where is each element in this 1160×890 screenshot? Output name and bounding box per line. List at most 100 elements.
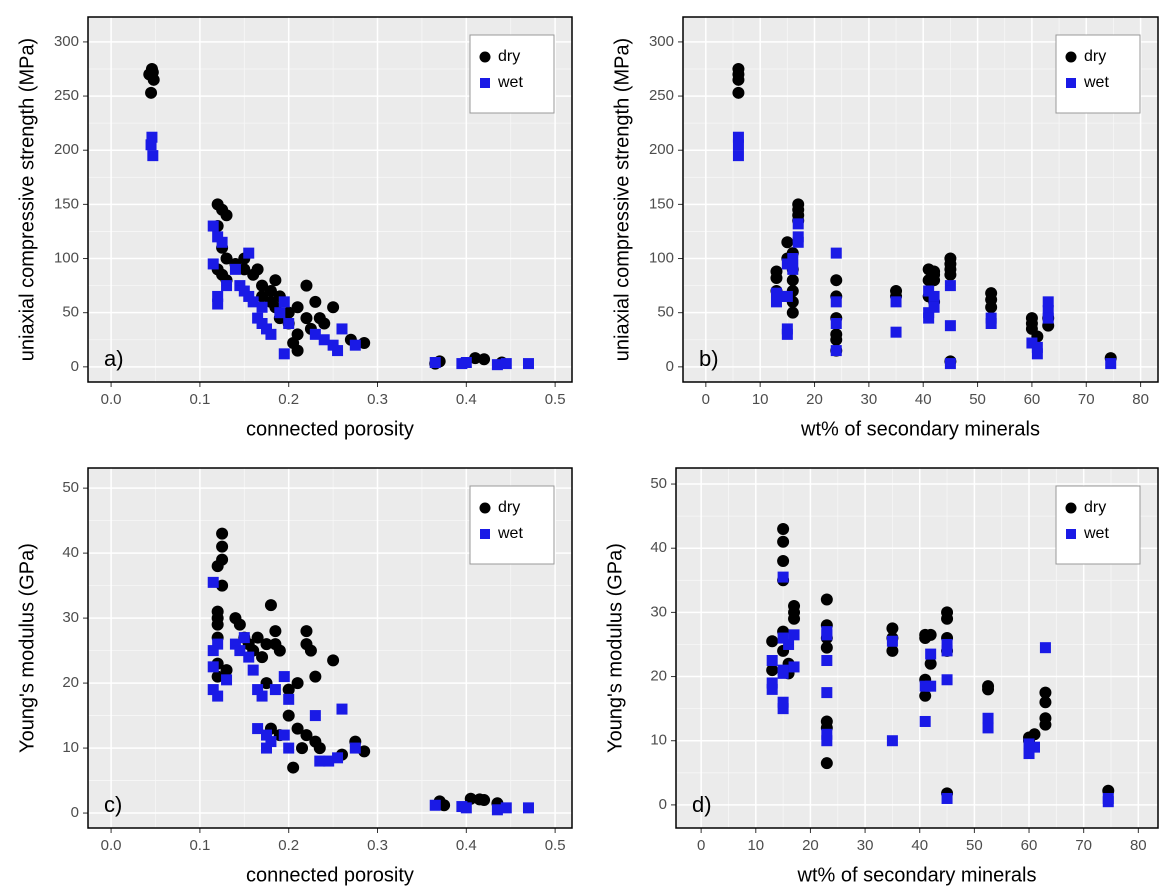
x-tick-label: 20 [802,837,819,854]
point [1039,642,1051,654]
point [1028,741,1040,753]
y-tick-label: 150 [54,195,79,212]
x-tick-label: 0.4 [456,391,477,408]
point [464,792,477,805]
point [278,296,290,308]
point [278,729,290,741]
point [251,263,264,276]
point [941,674,953,686]
point [766,664,779,677]
point [928,274,941,287]
x-tick-label: 0.2 [278,837,299,854]
point [830,333,843,346]
point [283,318,295,330]
point [147,73,160,86]
point [327,654,340,667]
point [1031,348,1043,360]
point [207,576,219,588]
point [291,301,304,314]
point [821,735,833,747]
y-tick-label: 40 [650,539,667,556]
point [265,328,277,340]
point [260,638,273,651]
point [985,318,997,330]
point [216,236,228,248]
x-tick-label: 0.3 [367,391,388,408]
point [830,274,843,287]
point [781,290,793,302]
point [732,131,744,143]
point [349,339,361,351]
point [985,301,998,314]
point [260,677,273,690]
point [787,253,799,265]
x-axis-title: wt% of secondary minerals [800,418,1040,440]
point [282,683,295,696]
point [234,645,246,657]
point [821,655,833,667]
point [300,729,313,742]
point [830,318,842,330]
legend-marker [1065,51,1077,63]
point [220,252,233,265]
point [252,723,264,735]
legend-box [1055,485,1141,565]
x-tick-label: 50 [966,837,983,854]
x-tick-label: 40 [911,837,928,854]
point [982,683,995,696]
point [265,736,277,748]
y-tick-label: 0 [71,804,79,821]
point [212,638,224,650]
point [886,622,899,635]
point [781,328,793,340]
point [491,804,503,816]
point [264,599,277,612]
point [309,670,322,683]
x-tick-label: 0.5 [545,391,566,408]
point [787,263,799,275]
point [941,645,953,657]
point [732,150,744,162]
legend-marker [480,529,490,539]
y-tick-label: 50 [650,475,667,492]
panel-annotation: d) [692,792,712,817]
y-axis-title: Young's modulus (GPa) [604,543,626,753]
x-tick-label: 0.1 [189,391,210,408]
point [821,629,833,641]
y-axis-title: uniaxial compressive strength (MPa) [611,38,633,361]
y-tick-label: 10 [650,732,667,749]
point [291,722,304,735]
x-tick-label: 80 [1130,837,1147,854]
point [886,644,899,657]
point [821,687,833,699]
point [429,799,441,811]
point [830,345,842,357]
x-tick-label: 0.3 [367,837,388,854]
point [238,263,251,276]
x-tick-label: 80 [1132,391,1149,408]
point [216,540,229,553]
point [925,648,937,660]
y-tick-label: 150 [649,195,674,212]
point [211,618,224,631]
y-tick-label: 200 [649,141,674,158]
point [783,638,795,650]
point [243,651,255,663]
point [766,635,779,648]
x-tick-label: 30 [861,391,878,408]
point [777,555,790,568]
point [429,357,441,369]
point [944,268,957,281]
point [304,644,317,657]
point [777,667,789,679]
point [336,703,348,715]
x-tick-label: 0 [697,837,705,854]
y-tick-label: 10 [62,739,79,756]
point [336,323,348,335]
point [438,799,451,812]
point [212,690,224,702]
y-tick-label: 50 [62,479,79,496]
y-tick-label: 300 [54,33,79,50]
x-tick-label: 50 [969,391,986,408]
point [309,328,321,340]
